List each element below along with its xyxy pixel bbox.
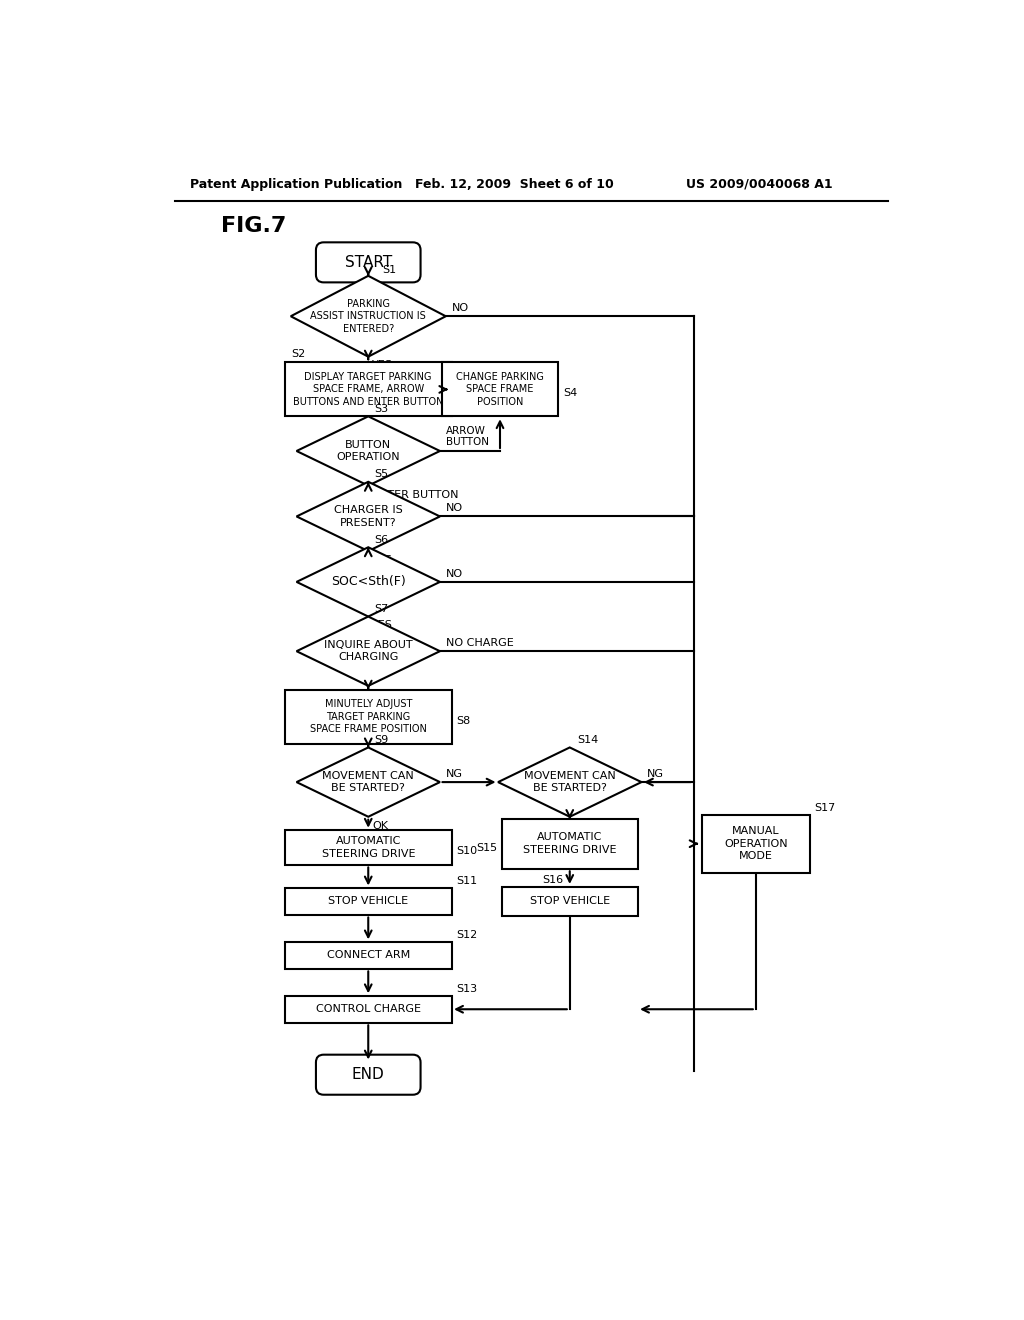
- Text: S1: S1: [382, 265, 396, 275]
- Text: S14: S14: [578, 735, 599, 744]
- FancyBboxPatch shape: [701, 814, 810, 873]
- FancyBboxPatch shape: [502, 818, 638, 869]
- Text: PARKING
ASSIST INSTRUCTION IS
ENTERED?: PARKING ASSIST INSTRUCTION IS ENTERED?: [310, 298, 426, 334]
- Text: MINUTELY ADJUST
TARGET PARKING
SPACE FRAME POSITION: MINUTELY ADJUST TARGET PARKING SPACE FRA…: [310, 700, 427, 734]
- Text: S5: S5: [375, 470, 388, 479]
- Polygon shape: [498, 747, 641, 817]
- Text: CHARGE: CHARGE: [372, 689, 419, 700]
- Text: YES: YES: [372, 620, 393, 631]
- Text: NG: NG: [445, 770, 463, 779]
- Text: S4: S4: [563, 388, 578, 399]
- Text: NO CHARGE: NO CHARGE: [445, 638, 513, 648]
- Text: S11: S11: [456, 876, 477, 886]
- Polygon shape: [297, 482, 440, 552]
- Text: YES: YES: [372, 360, 393, 370]
- Text: Feb. 12, 2009  Sheet 6 of 10: Feb. 12, 2009 Sheet 6 of 10: [415, 178, 613, 190]
- Text: CHARGER IS
PRESENT?: CHARGER IS PRESENT?: [334, 506, 402, 528]
- Text: S15: S15: [476, 842, 498, 853]
- Text: S9: S9: [375, 735, 389, 744]
- Text: YES: YES: [372, 554, 393, 565]
- Text: AUTOMATIC
STEERING DRIVE: AUTOMATIC STEERING DRIVE: [322, 837, 415, 859]
- FancyBboxPatch shape: [285, 363, 452, 416]
- Text: S3: S3: [375, 404, 388, 414]
- Text: BUTTON
OPERATION: BUTTON OPERATION: [337, 440, 400, 462]
- FancyBboxPatch shape: [316, 243, 421, 282]
- Text: INQUIRE ABOUT
CHARGING: INQUIRE ABOUT CHARGING: [324, 640, 413, 663]
- Text: CHANGE PARKING
SPACE FRAME
POSITION: CHANGE PARKING SPACE FRAME POSITION: [456, 372, 544, 407]
- Text: S6: S6: [375, 535, 388, 545]
- Text: DISPLAY TARGET PARKING
SPACE FRAME, ARROW
BUTTONS AND ENTER BUTTON: DISPLAY TARGET PARKING SPACE FRAME, ARRO…: [293, 372, 443, 407]
- FancyBboxPatch shape: [285, 830, 452, 865]
- Text: OK: OK: [372, 821, 388, 830]
- Polygon shape: [297, 548, 440, 616]
- Text: FIG.7: FIG.7: [221, 216, 287, 236]
- Text: MOVEMENT CAN
BE STARTED?: MOVEMENT CAN BE STARTED?: [323, 771, 414, 793]
- Text: CONNECT ARM: CONNECT ARM: [327, 950, 410, 961]
- Text: ARROW
BUTTON: ARROW BUTTON: [445, 425, 488, 447]
- Text: US 2009/0040068 A1: US 2009/0040068 A1: [686, 178, 833, 190]
- Text: SOC<Sth(F): SOC<Sth(F): [331, 576, 406, 589]
- Polygon shape: [297, 416, 440, 486]
- Text: START: START: [345, 255, 392, 269]
- Polygon shape: [291, 276, 445, 356]
- Text: ENTER BUTTON: ENTER BUTTON: [372, 490, 459, 499]
- FancyBboxPatch shape: [442, 363, 558, 416]
- Text: S10: S10: [456, 846, 477, 857]
- Text: NO: NO: [452, 304, 469, 313]
- Text: END: END: [352, 1067, 385, 1082]
- Text: MANUAL
OPERATION
MODE: MANUAL OPERATION MODE: [724, 826, 787, 861]
- Text: STOP VEHICLE: STOP VEHICLE: [328, 896, 409, 907]
- FancyBboxPatch shape: [285, 995, 452, 1023]
- Text: S12: S12: [456, 931, 477, 940]
- Text: Patent Application Publication: Patent Application Publication: [190, 178, 402, 190]
- Text: OK: OK: [573, 821, 590, 830]
- Text: S17: S17: [815, 803, 836, 813]
- FancyBboxPatch shape: [285, 942, 452, 969]
- Text: AUTOMATIC
STEERING DRIVE: AUTOMATIC STEERING DRIVE: [523, 833, 616, 855]
- Text: MOVEMENT CAN
BE STARTED?: MOVEMENT CAN BE STARTED?: [524, 771, 615, 793]
- FancyBboxPatch shape: [285, 689, 452, 743]
- Polygon shape: [297, 747, 440, 817]
- Text: S7: S7: [375, 605, 389, 614]
- Text: NO: NO: [445, 569, 463, 579]
- Text: S2: S2: [291, 348, 305, 359]
- FancyBboxPatch shape: [285, 888, 452, 915]
- Text: STOP VEHICLE: STOP VEHICLE: [529, 896, 610, 907]
- Text: CONTROL CHARGE: CONTROL CHARGE: [315, 1005, 421, 1014]
- Polygon shape: [297, 616, 440, 686]
- FancyBboxPatch shape: [502, 887, 638, 916]
- Text: NG: NG: [647, 770, 665, 779]
- FancyBboxPatch shape: [316, 1055, 421, 1094]
- Text: S8: S8: [456, 715, 470, 726]
- Text: S16: S16: [543, 875, 563, 884]
- Text: NO: NO: [445, 503, 463, 513]
- Text: S13: S13: [456, 983, 477, 994]
